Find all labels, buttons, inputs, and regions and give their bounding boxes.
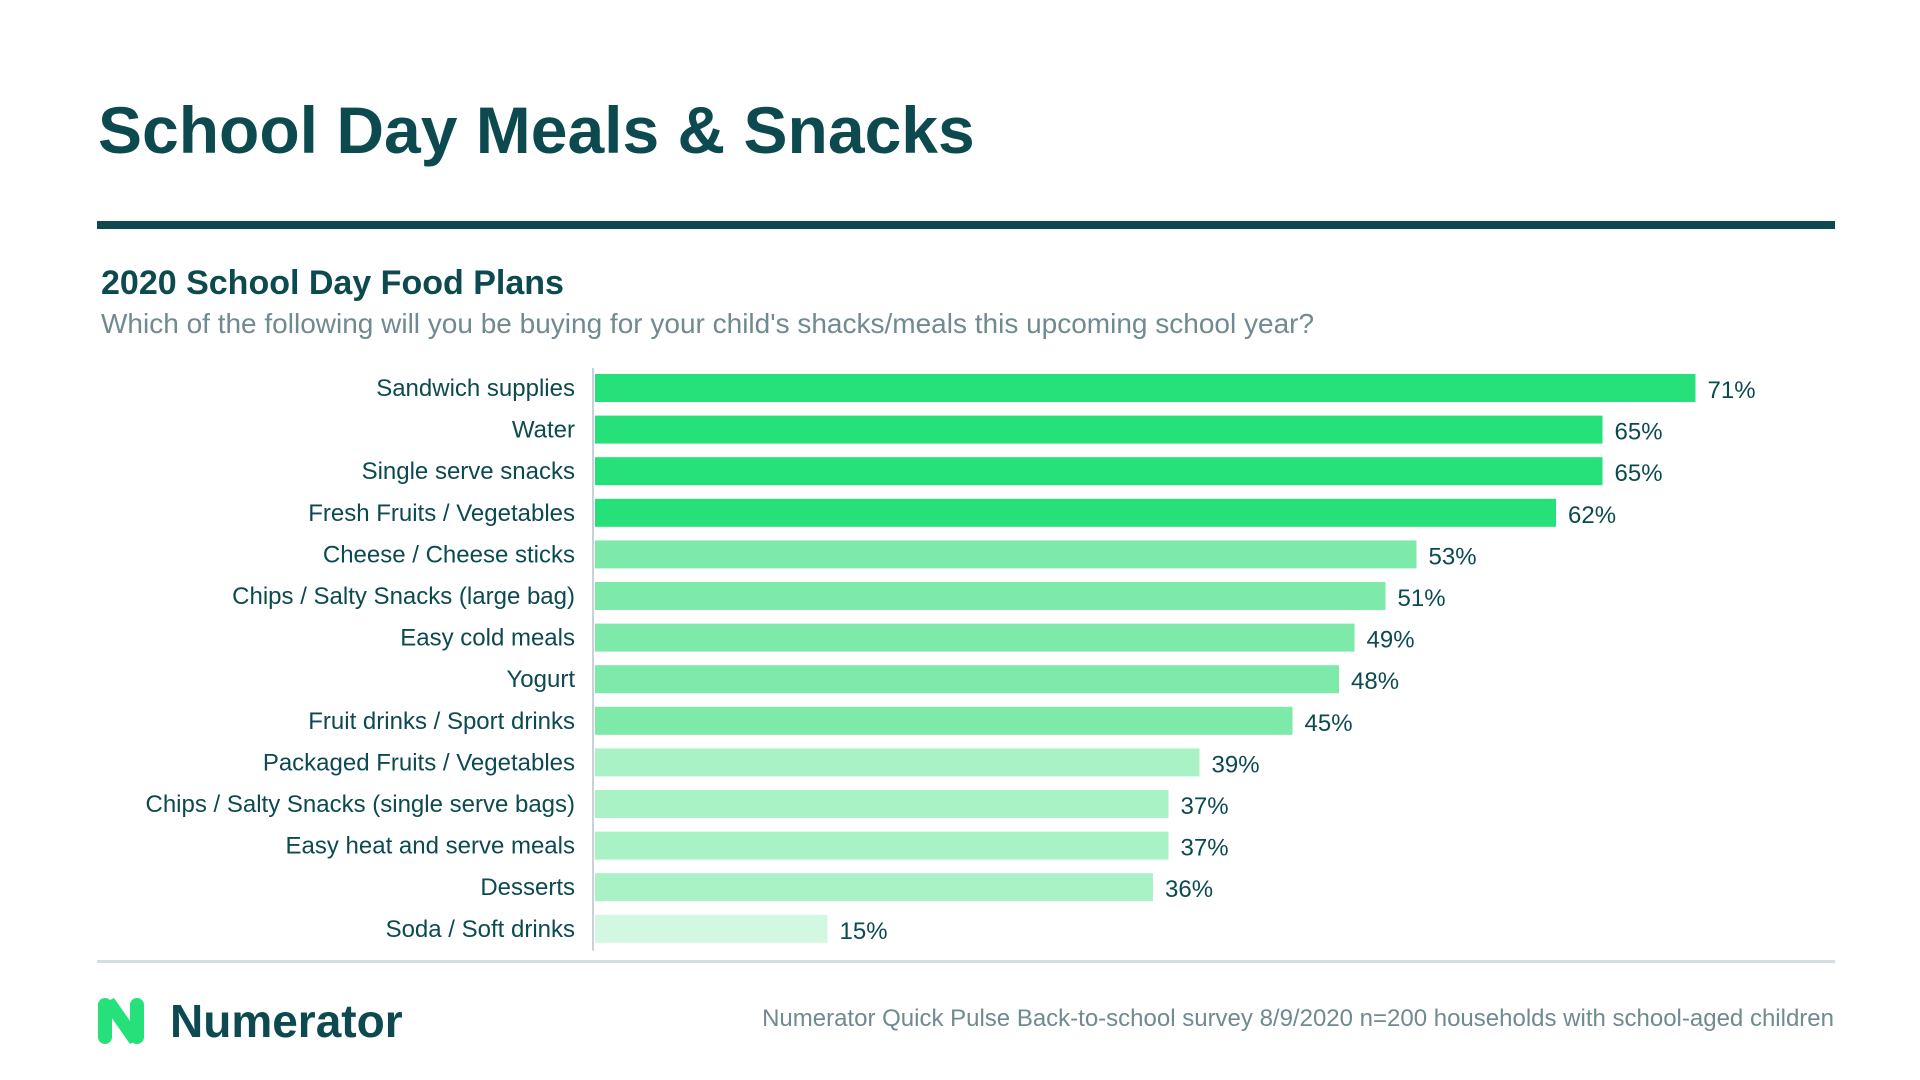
category-label: Single serve snacks <box>362 458 575 485</box>
category-label: Soda / Soft drinks <box>386 916 575 943</box>
bar <box>595 457 1603 486</box>
category-label: Fruit drinks / Sport drinks <box>308 708 575 735</box>
value-label: 37% <box>1181 793 1229 820</box>
bar <box>595 540 1417 569</box>
category-label: Fresh Fruits / Vegetables <box>308 500 575 527</box>
bar <box>595 374 1696 402</box>
value-label: 36% <box>1165 876 1213 903</box>
value-label: 51% <box>1398 585 1446 612</box>
bar <box>595 415 1603 444</box>
chart-subtitle: Which of the following will you be buyin… <box>101 308 1315 339</box>
chart-title: 2020 School Day Food Plans <box>101 264 564 302</box>
bar <box>595 665 1339 694</box>
brand-name: Numerator <box>170 995 403 1047</box>
category-label: Water <box>512 417 575 444</box>
bar-chart: Sandwich supplies 71% Water 65% Single serve… <box>145 368 1756 951</box>
numerator-n-logo-icon <box>98 998 144 1044</box>
category-label: Easy cold meals <box>400 625 575 652</box>
value-label: 65% <box>1615 460 1663 487</box>
category-label: Chips / Salty Snacks (single serve bags) <box>145 791 575 818</box>
title-divider <box>97 221 1835 229</box>
bar <box>595 914 828 943</box>
category-label: Chips / Salty Snacks (large bag) <box>232 583 575 610</box>
category-label: Yogurt <box>506 666 575 693</box>
value-label: 49% <box>1367 627 1415 654</box>
value-label: 37% <box>1181 835 1229 862</box>
bar <box>595 790 1169 818</box>
bar <box>595 498 1556 527</box>
bar <box>595 873 1153 902</box>
bar <box>595 748 1200 777</box>
bar <box>595 706 1293 735</box>
brand-logo: Numerator <box>96 994 403 1048</box>
value-label: 71% <box>1708 377 1756 404</box>
page-title: School Day Meals & Snacks <box>98 93 975 167</box>
category-label: Desserts <box>480 874 575 901</box>
bar <box>595 831 1169 860</box>
value-label: 65% <box>1615 419 1663 446</box>
value-label: 39% <box>1212 751 1260 778</box>
bar <box>595 582 1386 610</box>
value-label: 45% <box>1305 710 1353 737</box>
footer-divider <box>97 960 1835 963</box>
value-label: 48% <box>1351 668 1399 695</box>
source-note: Numerator Quick Pulse Back-to-school sur… <box>762 1005 1834 1032</box>
category-label: Cheese / Cheese sticks <box>323 541 575 568</box>
bar <box>595 623 1355 652</box>
value-label: 53% <box>1429 543 1477 570</box>
category-label: Sandwich supplies <box>376 375 575 402</box>
category-label: Easy heat and serve meals <box>286 833 576 860</box>
category-label: Packaged Fruits / Vegetables <box>263 749 575 776</box>
value-label: 62% <box>1568 502 1616 529</box>
value-label: 15% <box>840 918 888 945</box>
